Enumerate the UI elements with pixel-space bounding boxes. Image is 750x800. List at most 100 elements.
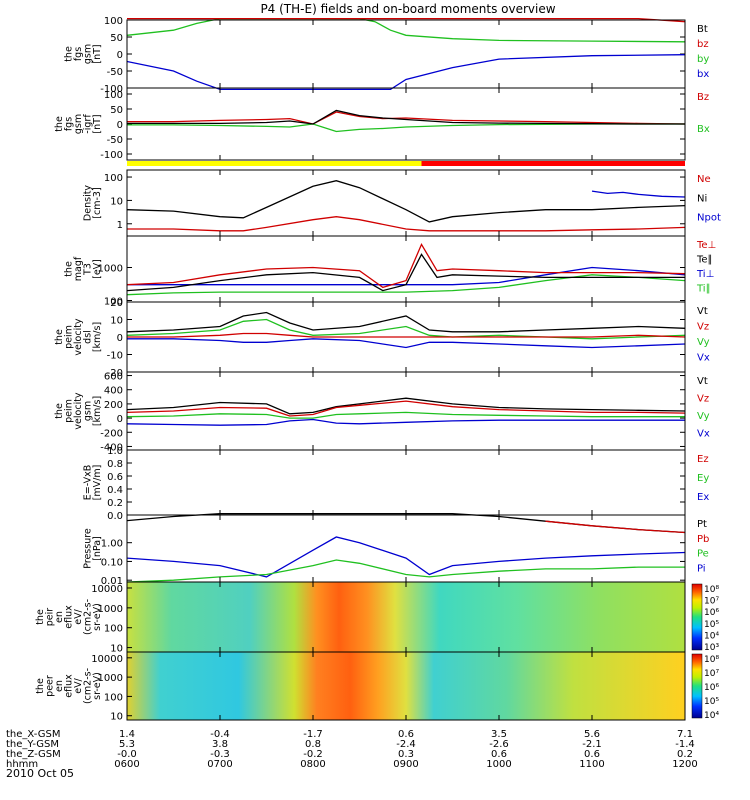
series-line-p6-3 — [126, 418, 685, 426]
panel-frame — [126, 19, 686, 89]
panel-frame — [126, 449, 686, 516]
y-tick-label: -100 — [100, 84, 123, 95]
panel-p9: 1000010001001010⁸10⁷10⁶10⁵10⁴10³thepeire… — [35, 581, 719, 655]
y-tick-label: -200 — [100, 428, 123, 439]
y-axis-label: dsl — [83, 330, 94, 344]
series-line-p8-3 — [126, 559, 685, 583]
panel-frame — [126, 371, 686, 451]
y-axis-label: (cm2-s- — [83, 599, 94, 635]
y-axis-label: peer — [45, 675, 56, 697]
y-tick-label: 1.00 — [101, 539, 123, 550]
y-axis-label: the — [54, 329, 65, 345]
x-axis-value: 7.1 — [677, 729, 693, 740]
legend-label: Vy — [697, 411, 710, 422]
series-line-p5-1 — [126, 318, 686, 340]
series-line-p3-0 — [126, 180, 686, 223]
y-tick-label: 0.6 — [107, 472, 123, 483]
x-axis-value: 0.8 — [305, 739, 321, 750]
panel-p3: 100 10 1 Density[cm-3] Ne Ni Npot — [83, 169, 721, 237]
y-axis-label: velocity — [73, 318, 84, 356]
y-tick-label: 0.2 — [107, 498, 123, 509]
series-line-p3-2 — [591, 190, 686, 198]
legend-label: Vt — [697, 376, 708, 387]
x-axis-value: -2.4 — [396, 739, 416, 750]
series-line-p4-0 — [127, 266, 686, 286]
x-axis-row-label: the_Z-GSM — [6, 749, 61, 760]
y-axis-label: [nPa] — [92, 536, 103, 561]
y-axis-label: magf — [73, 256, 84, 281]
x-axis-value: 0.3 — [398, 749, 414, 760]
x-axis-value: -1.4 — [675, 739, 695, 750]
y-axis-label: sr-eV) — [92, 672, 103, 700]
status-bar-segment — [421, 161, 685, 166]
panel-frame — [126, 514, 686, 583]
y-tick-label: 0.4 — [107, 485, 123, 496]
series-line-p2-0 — [127, 111, 686, 125]
legend-label: bz — [697, 39, 709, 50]
y-tick-label: -400 — [100, 442, 123, 453]
x-axis-value: 0800 — [300, 759, 325, 770]
colorbar-tick-label: 10⁴ — [704, 711, 719, 721]
y-tick-label: 0 — [117, 50, 123, 61]
series-line-p4-2 — [126, 242, 686, 289]
legend-label: Te⊥ — [696, 240, 716, 251]
y-axis-label: eflux — [64, 605, 75, 629]
y-tick-label: -10 — [107, 351, 123, 362]
y-axis-label: [mV/m] — [92, 465, 103, 501]
y-tick-label: 10 — [110, 196, 123, 207]
y-axis-label: [nT] — [92, 114, 103, 133]
y-axis-label: sr-eV) — [92, 603, 103, 631]
legend-label: Ne — [697, 174, 711, 185]
y-axis-label: [km/s] — [92, 322, 103, 352]
y-axis-label: the — [35, 678, 46, 694]
y-axis-label: fgs — [64, 117, 75, 131]
y-axis-label: en — [54, 680, 65, 692]
panel-frame — [126, 169, 686, 237]
colorbar-tick-label: 10⁸ — [704, 585, 719, 595]
y-axis-label: [nT] — [92, 44, 103, 63]
y-tick-label: 0 — [117, 333, 123, 344]
y-axis-label: fgs — [73, 47, 84, 61]
x-axis-value: 5.6 — [584, 729, 600, 740]
y-tick-label: -100 — [100, 150, 123, 161]
y-axis-label: T3 — [83, 263, 94, 276]
series-line-p4-1 — [126, 274, 686, 296]
series-line-p8-1 — [545, 520, 686, 534]
x-axis-value: 0.6 — [584, 749, 600, 760]
x-axis-value: 0.6 — [398, 729, 414, 740]
legend-label: Pb — [697, 534, 709, 545]
y-axis-label: the — [35, 609, 46, 625]
colorbar-p10 — [691, 653, 703, 719]
x-axis-value: 0700 — [207, 759, 232, 770]
spectrogram-p10 — [127, 652, 685, 720]
y-tick-label: 10 — [110, 644, 123, 655]
spectrogram-p9 — [127, 582, 685, 652]
x-axis-value: 1100 — [579, 759, 604, 770]
x-axis-row-label: hhmm — [6, 759, 38, 770]
legend-label: Ez — [697, 454, 709, 465]
y-tick-label: 10000 — [91, 584, 123, 595]
legend-label: Npot — [697, 213, 721, 224]
x-axis-value: -0.0 — [117, 749, 137, 760]
y-tick-label: 100 — [104, 692, 123, 703]
y-tick-label: 0.01 — [101, 576, 123, 587]
x-axis-value: -0.2 — [303, 749, 323, 760]
x-axis-row-label: the_X-GSM — [6, 729, 60, 740]
x-axis-value: -1.7 — [303, 729, 323, 740]
y-tick-label: 0.10 — [101, 557, 123, 568]
series-line-p6-1 — [126, 400, 686, 417]
series-line-p2-2 — [127, 109, 685, 125]
y-tick-label: 0 — [117, 120, 123, 131]
status-bar-segment — [127, 161, 422, 166]
legend-label: Vz — [697, 322, 709, 333]
y-tick-label: 100 — [104, 16, 123, 27]
y-axis-label: gsm — [83, 44, 94, 64]
y-tick-label: 1 — [117, 220, 123, 231]
y-axis-label: the — [64, 261, 75, 277]
x-axis-table: the_X-GSM 1.4 -0.4 -1.7 0.6 3.5 5.6 7.1 the_Y-GS… — [6, 729, 698, 770]
series-line-p5-0 — [126, 311, 686, 333]
y-axis-label: (cm2-s- — [83, 668, 94, 704]
